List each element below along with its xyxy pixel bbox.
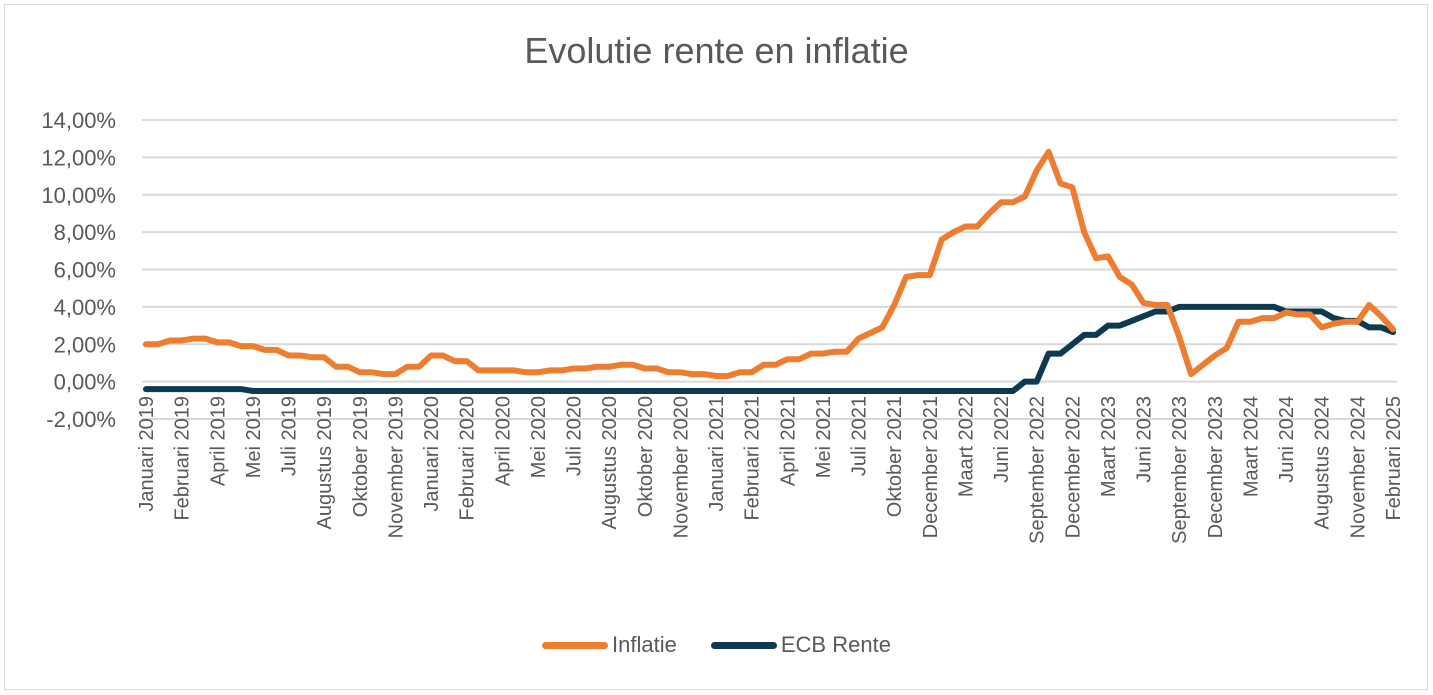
x-tick-label: Juni 2022 <box>991 396 1013 483</box>
x-tick-label: Augustus 2019 <box>314 396 336 529</box>
x-tick-label: Augustus 2024 <box>1312 396 1334 529</box>
x-tick-label: December 2022 <box>1062 396 1084 538</box>
x-tick-label: Juni 2023 <box>1134 396 1156 483</box>
x-tick-label: Augustus 2020 <box>599 396 621 529</box>
y-tick-label: 10,00% <box>41 183 116 208</box>
x-tick-label: Oktober 2021 <box>884 396 906 517</box>
legend-item-ecb-rente[interactable]: ECB Rente <box>710 632 891 658</box>
x-tick-label: Juli 2019 <box>279 396 301 476</box>
x-tick-label: April 2021 <box>777 396 799 486</box>
chart-title: Evolutie rente en inflatie <box>524 30 909 71</box>
x-tick-label: April 2019 <box>207 396 229 486</box>
legend-item-inflatie[interactable]: Inflatie <box>542 632 677 658</box>
x-tick-label: Mei 2021 <box>813 396 835 478</box>
y-tick-label: 8,00% <box>54 220 116 245</box>
x-tick-label: September 2023 <box>1169 396 1191 544</box>
y-tick-label: -2,00% <box>46 407 116 432</box>
x-tick-label: November 2019 <box>385 396 407 538</box>
x-tick-label: Maart 2023 <box>1098 396 1120 497</box>
y-tick-label: 0,00% <box>54 370 116 395</box>
x-tick-label: December 2021 <box>920 396 942 538</box>
x-tick-label: Maart 2024 <box>1240 396 1262 497</box>
x-tick-label: Mei 2020 <box>528 396 550 478</box>
x-tick-label: Februari 2019 <box>172 396 194 521</box>
legend: Inflatie ECB Rente <box>0 632 1433 658</box>
x-tick-label: September 2022 <box>1027 396 1049 544</box>
x-tick-label: Januari 2020 <box>421 396 443 512</box>
x-tick-label: Januari 2019 <box>136 396 158 512</box>
x-tick-label: Juli 2021 <box>849 396 871 476</box>
y-tick-label: 6,00% <box>54 258 116 283</box>
x-tick-label: November 2020 <box>670 396 692 538</box>
legend-swatch-inflatie <box>542 641 609 649</box>
x-tick-label: Februari 2021 <box>742 396 764 521</box>
legend-label-inflatie: Inflatie <box>612 632 677 657</box>
x-tick-label: Januari 2021 <box>706 396 728 512</box>
y-tick-label: 4,00% <box>54 295 116 320</box>
x-tick-label: Februari 2020 <box>457 396 479 521</box>
x-tick-label: Februari 2025 <box>1383 396 1405 521</box>
x-tick-label: Oktober 2020 <box>635 396 657 517</box>
x-tick-label: Juli 2020 <box>564 396 586 476</box>
y-tick-label: 12,00% <box>41 145 116 170</box>
x-tick-label: Maart 2022 <box>955 396 977 497</box>
legend-swatch-ecb-rente <box>710 641 777 649</box>
series-line-inflatie[interactable] <box>143 148 1396 379</box>
x-tick-label: April 2020 <box>492 396 514 486</box>
x-tick-label: November 2024 <box>1347 396 1369 538</box>
x-tick-label: Juni 2024 <box>1276 396 1298 483</box>
legend-label-ecb-rente: ECB Rente <box>780 632 891 657</box>
series-line-ecb-rente[interactable] <box>143 303 1396 394</box>
y-tick-label: 2,00% <box>54 332 116 357</box>
x-tick-label: Oktober 2019 <box>350 396 372 517</box>
y-tick-label: 14,00% <box>41 108 116 133</box>
x-tick-label: Mei 2019 <box>243 396 265 478</box>
x-tick-label: December 2023 <box>1205 396 1227 538</box>
